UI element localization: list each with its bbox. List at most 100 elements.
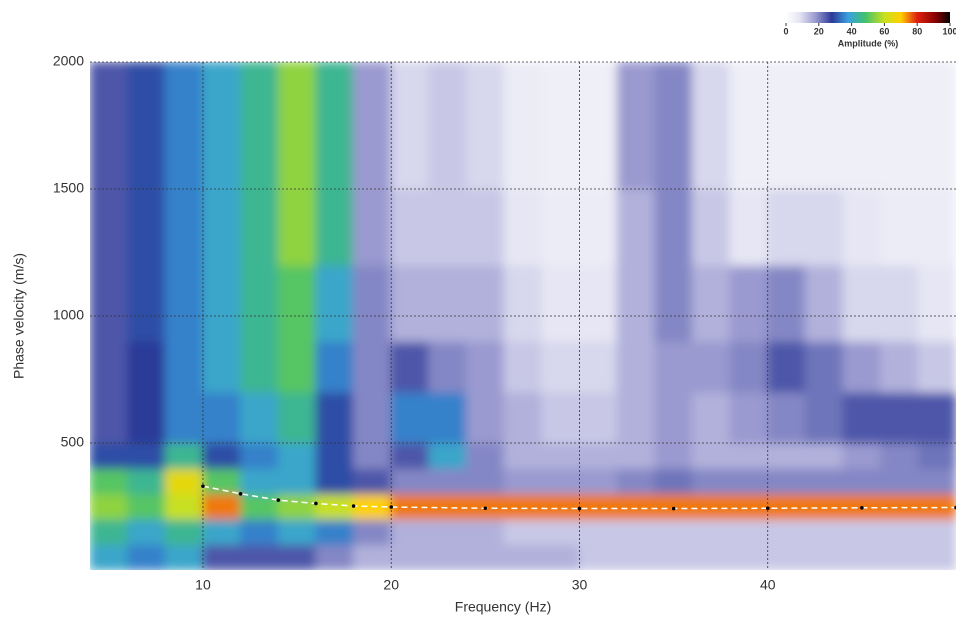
x-tick-label: 20	[383, 577, 399, 593]
x-tick-label: 10	[195, 577, 211, 593]
heat-cell	[767, 443, 806, 469]
heat-cell	[240, 62, 279, 190]
heat-cell	[165, 468, 204, 494]
heat-cell	[617, 189, 656, 266]
heat-cell	[692, 519, 731, 545]
heat-cell	[918, 468, 956, 494]
heat-cell	[654, 392, 693, 444]
heat-cell	[466, 392, 505, 444]
heat-cell	[918, 189, 956, 266]
heat-cell	[805, 544, 844, 570]
heat-cell	[504, 544, 543, 570]
heat-cell	[127, 468, 166, 494]
heat-cell	[805, 392, 844, 444]
heat-cell	[579, 265, 618, 342]
heat-cell	[692, 493, 731, 519]
heat-cell	[466, 189, 505, 266]
heat-cell	[579, 468, 618, 494]
heat-cell	[278, 62, 317, 190]
heat-cell	[466, 443, 505, 469]
heat-cell	[90, 544, 129, 570]
heat-cell	[202, 265, 241, 342]
heat-cell	[541, 265, 580, 342]
heat-cell	[240, 519, 279, 545]
y-tick-label: 2000	[53, 53, 84, 69]
heat-cell	[579, 341, 618, 393]
heat-cell	[843, 443, 882, 469]
y-tick-label: 1500	[53, 180, 84, 196]
heat-cell	[278, 392, 317, 444]
heat-cell	[127, 189, 166, 266]
heat-cell	[504, 341, 543, 393]
heat-cell	[730, 519, 769, 545]
heat-cell	[202, 443, 241, 469]
heat-cell	[315, 519, 354, 545]
heat-cell	[654, 189, 693, 266]
heat-cell	[541, 544, 580, 570]
heat-cell	[504, 519, 543, 545]
heat-cell	[767, 493, 806, 519]
heat-cell	[767, 265, 806, 342]
heat-cell	[278, 468, 317, 494]
heat-cell	[654, 265, 693, 342]
heat-cell	[278, 341, 317, 393]
heat-cell	[127, 519, 166, 545]
heat-cell	[90, 265, 129, 342]
heat-cell	[202, 468, 241, 494]
heat-cell	[617, 519, 656, 545]
heat-cell	[165, 519, 204, 545]
heat-cell	[278, 265, 317, 342]
heat-cell	[428, 493, 467, 519]
heat-cell	[504, 493, 543, 519]
heat-cell	[315, 341, 354, 393]
y-axis-label: Phase velocity (m/s)	[11, 253, 27, 379]
heat-cell	[541, 341, 580, 393]
heat-cell	[466, 544, 505, 570]
heat-cell	[504, 265, 543, 342]
heat-cell	[165, 265, 204, 342]
heat-cell	[165, 493, 204, 519]
heat-cell	[880, 341, 919, 393]
heat-cell	[730, 468, 769, 494]
curve-point	[672, 507, 676, 511]
heat-cell	[654, 341, 693, 393]
heat-cell	[90, 189, 129, 266]
heat-cell	[353, 341, 392, 393]
heat-cell	[918, 443, 956, 469]
heat-cell	[353, 544, 392, 570]
heat-cell	[918, 519, 956, 545]
heat-cell	[315, 544, 354, 570]
heat-cell	[90, 62, 129, 190]
heat-cell	[654, 493, 693, 519]
heat-cell	[880, 443, 919, 469]
heat-cell	[127, 392, 166, 444]
heat-cell	[617, 544, 656, 570]
curve-point	[239, 492, 243, 496]
heat-cell	[579, 544, 618, 570]
heat-cell	[730, 544, 769, 570]
heat-cell	[428, 62, 467, 190]
heat-cell	[504, 392, 543, 444]
heat-cell	[90, 493, 129, 519]
heat-cell	[918, 62, 956, 190]
heat-cell	[391, 341, 430, 393]
heat-cell	[90, 443, 129, 469]
heat-cell	[165, 443, 204, 469]
heat-cell	[654, 519, 693, 545]
heat-cell	[165, 62, 204, 190]
curve-point	[578, 507, 582, 511]
heat-cell	[692, 62, 731, 190]
heat-cell	[315, 392, 354, 444]
curve-point	[276, 498, 280, 502]
heat-cell	[127, 265, 166, 342]
heat-cell	[654, 544, 693, 570]
heat-cell	[918, 544, 956, 570]
heat-cell	[730, 443, 769, 469]
heat-cell	[918, 493, 956, 519]
heat-cell	[240, 493, 279, 519]
heat-cell	[165, 341, 204, 393]
heat-cell	[767, 468, 806, 494]
heat-cell	[428, 265, 467, 342]
heat-cell	[391, 468, 430, 494]
heat-cell	[843, 468, 882, 494]
